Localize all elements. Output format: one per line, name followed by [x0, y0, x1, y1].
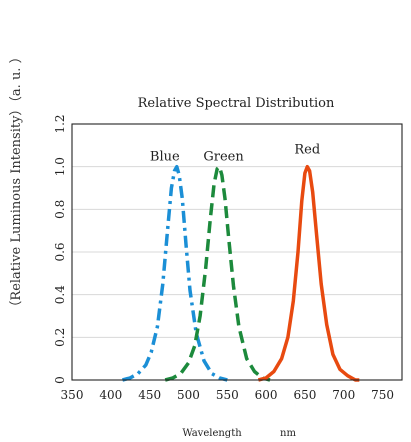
- y-tick-label: 0.4: [53, 285, 67, 304]
- series-line-blue: [122, 164, 228, 382]
- series-label-red: Red: [294, 143, 320, 158]
- y-tick-label: 1.2: [53, 114, 67, 133]
- x-tick-label: 400: [99, 388, 122, 402]
- x-tick-label: 700: [332, 388, 355, 402]
- x-axis-label: Wavelength: [182, 428, 242, 439]
- x-tick-label: 550: [216, 388, 239, 402]
- plot-frame: [71, 123, 403, 381]
- y-tick-label: 0.6: [53, 242, 67, 261]
- x-tick-label: 500: [177, 388, 200, 402]
- series-label-blue: Blue: [150, 150, 180, 165]
- x-tick-label: 600: [255, 388, 278, 402]
- x-tick-label: 450: [138, 388, 161, 402]
- series-labels: Blue Green Red: [150, 143, 320, 165]
- x-tick-labels: 350 400 450 500 550 600 650 700 750: [61, 388, 394, 402]
- series-label-green: Green: [203, 150, 244, 165]
- y-tick-label: 0.2: [53, 328, 67, 347]
- series-line-green: [164, 164, 271, 382]
- grid-lines: [72, 166, 402, 338]
- series-lines: [122, 164, 360, 382]
- y-tick-label: 0.8: [53, 200, 67, 219]
- x-tick-label: 650: [293, 388, 316, 402]
- x-axis-unit: nm: [280, 428, 296, 439]
- y-tick-label: 0: [53, 376, 67, 384]
- x-tick-label: 750: [371, 388, 394, 402]
- y-tick-labels: 0 0.2 0.4 0.6 0.8 1.0 1.2: [53, 114, 67, 383]
- y-axis-label: （Relative Luminous Intensity）（a. u. ）: [9, 50, 24, 313]
- x-tick-label: 350: [61, 388, 84, 402]
- y-tick-label: 1.0: [53, 157, 67, 176]
- series-line-red: [257, 164, 360, 382]
- chart-title: Relative Spectral Distribution: [138, 96, 335, 111]
